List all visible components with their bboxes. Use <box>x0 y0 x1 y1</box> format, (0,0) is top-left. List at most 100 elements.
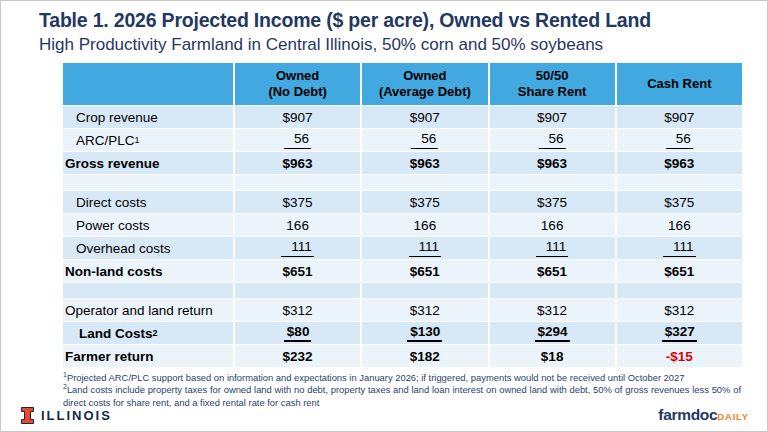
value-cell: $651 <box>360 260 487 282</box>
cell-value: $907 <box>537 110 567 125</box>
value-cell: $375 <box>615 191 742 213</box>
cell-value: $651 <box>410 264 440 279</box>
cell-value: $963 <box>664 156 694 171</box>
table-row: ARC/PLC1 56 56 56 56 <box>63 128 742 151</box>
cell-value: 56 <box>539 131 566 149</box>
value-cell: 111 <box>233 237 360 259</box>
cell-value: $130 <box>407 324 442 343</box>
table-spacer-row <box>63 174 742 190</box>
spacer-cell <box>63 175 233 190</box>
value-cell: $651 <box>615 260 742 282</box>
spacer-cell <box>488 283 615 298</box>
block-i-icon <box>21 407 34 424</box>
row-label: Power costs <box>63 214 233 236</box>
cell-value: $312 <box>537 303 567 318</box>
value-cell: $907 <box>615 106 742 128</box>
footer-bar: ILLINOIS farmdocDAILY <box>1 403 767 431</box>
cell-value: 166 <box>541 218 564 233</box>
cell-value: 111 <box>536 239 569 257</box>
table-spacer-row <box>63 282 742 298</box>
value-cell: $232 <box>233 345 360 367</box>
cell-value: 56 <box>666 131 693 149</box>
value-cell: $375 <box>360 191 487 213</box>
page-title: Table 1. 2026 Projected Income ($ per ac… <box>39 9 739 32</box>
spacer-cell <box>233 283 360 298</box>
value-cell: 56 <box>488 129 615 151</box>
spacer-cell <box>615 283 742 298</box>
table-row: Operator and land return$312$312$312$312 <box>63 298 742 321</box>
value-cell: $327 <box>615 322 742 344</box>
value-cell: 111 <box>360 237 487 259</box>
cell-value: $651 <box>537 264 567 279</box>
value-cell: $375 <box>233 191 360 213</box>
table-header-row: Owned (No Debt)Owned (Average Debt)50/50… <box>63 63 742 105</box>
table-row: Non-land costs$651$651$651$651 <box>63 259 742 282</box>
table-row: Direct costs $375 $375 $375 $375 <box>63 190 742 213</box>
spacer-cell <box>488 175 615 190</box>
row-label: Land Costs2 <box>63 322 233 344</box>
cell-value: 166 <box>414 218 437 233</box>
table-row: Land Costs2 $80 $130 $294 $327 <box>63 321 742 344</box>
value-cell: $80 <box>233 322 360 344</box>
value-cell: 166 <box>360 214 487 236</box>
title-block: Table 1. 2026 Projected Income ($ per ac… <box>39 9 739 55</box>
cell-value: $375 <box>537 195 567 210</box>
row-label: Farmer return <box>63 345 233 367</box>
value-cell: $963 <box>360 152 487 174</box>
row-label: Direct costs <box>63 191 233 213</box>
cell-value: $963 <box>410 156 440 171</box>
value-cell: $375 <box>488 191 615 213</box>
cell-value: $312 <box>410 303 440 318</box>
cell-value: $375 <box>664 195 694 210</box>
cell-value: 111 <box>281 239 314 257</box>
cell-value: $312 <box>283 303 313 318</box>
value-cell: 166 <box>488 214 615 236</box>
cell-value: $963 <box>283 156 313 171</box>
cell-value: $80 <box>284 324 312 343</box>
cell-value: $375 <box>410 195 440 210</box>
column-header: Owned (Average Debt) <box>360 63 487 105</box>
cell-value: $963 <box>537 156 567 171</box>
illinois-wordmark: ILLINOIS <box>41 408 112 423</box>
income-table: Owned (No Debt)Owned (Average Debt)50/50… <box>63 63 742 367</box>
cell-value: $907 <box>410 110 440 125</box>
column-header: Cash Rent <box>615 63 742 105</box>
cell-value: $232 <box>283 349 313 364</box>
value-cell: $963 <box>488 152 615 174</box>
cell-value: $375 <box>283 195 313 210</box>
daily-wordmark: DAILY <box>717 411 749 422</box>
cell-value: 56 <box>284 131 311 149</box>
cell-value: $182 <box>410 349 440 364</box>
table-row: Gross revenue$963$963$963$963 <box>63 151 742 174</box>
table-row: Farmer return$232$182$18-$15 <box>63 344 742 367</box>
spacer-cell <box>233 175 360 190</box>
table-row: Overhead costs 111 111 111 111 <box>63 236 742 259</box>
farmdoc-daily-logo: farmdocDAILY <box>658 406 749 424</box>
row-label: Overhead costs <box>63 237 233 259</box>
row-label: ARC/PLC1 <box>63 129 233 151</box>
cell-value: 56 <box>411 131 438 149</box>
value-cell: 56 <box>233 129 360 151</box>
cell-value: 166 <box>286 218 309 233</box>
value-cell: 111 <box>615 237 742 259</box>
page-subtitle: High Productivity Farmland in Central Il… <box>39 35 739 55</box>
value-cell: $312 <box>488 299 615 321</box>
value-cell: $294 <box>488 322 615 344</box>
value-cell: $130 <box>360 322 487 344</box>
row-label: Crop revenue <box>63 106 233 128</box>
value-cell: $907 <box>360 106 487 128</box>
value-cell: $312 <box>360 299 487 321</box>
farmdoc-wordmark: farmdoc <box>658 406 717 423</box>
cell-value: $907 <box>664 110 694 125</box>
value-cell: 56 <box>615 129 742 151</box>
column-header: 50/50 Share Rent <box>488 63 615 105</box>
value-cell: 166 <box>615 214 742 236</box>
value-cell: $182 <box>360 345 487 367</box>
row-label: Operator and land return <box>63 299 233 321</box>
value-cell: $907 <box>488 106 615 128</box>
table-row: Crop revenue$907$907$907$907 <box>63 105 742 128</box>
cell-value: $294 <box>535 324 570 343</box>
cell-value: 111 <box>409 239 442 257</box>
cell-value: 111 <box>663 239 696 257</box>
cell-value: 166 <box>668 218 691 233</box>
